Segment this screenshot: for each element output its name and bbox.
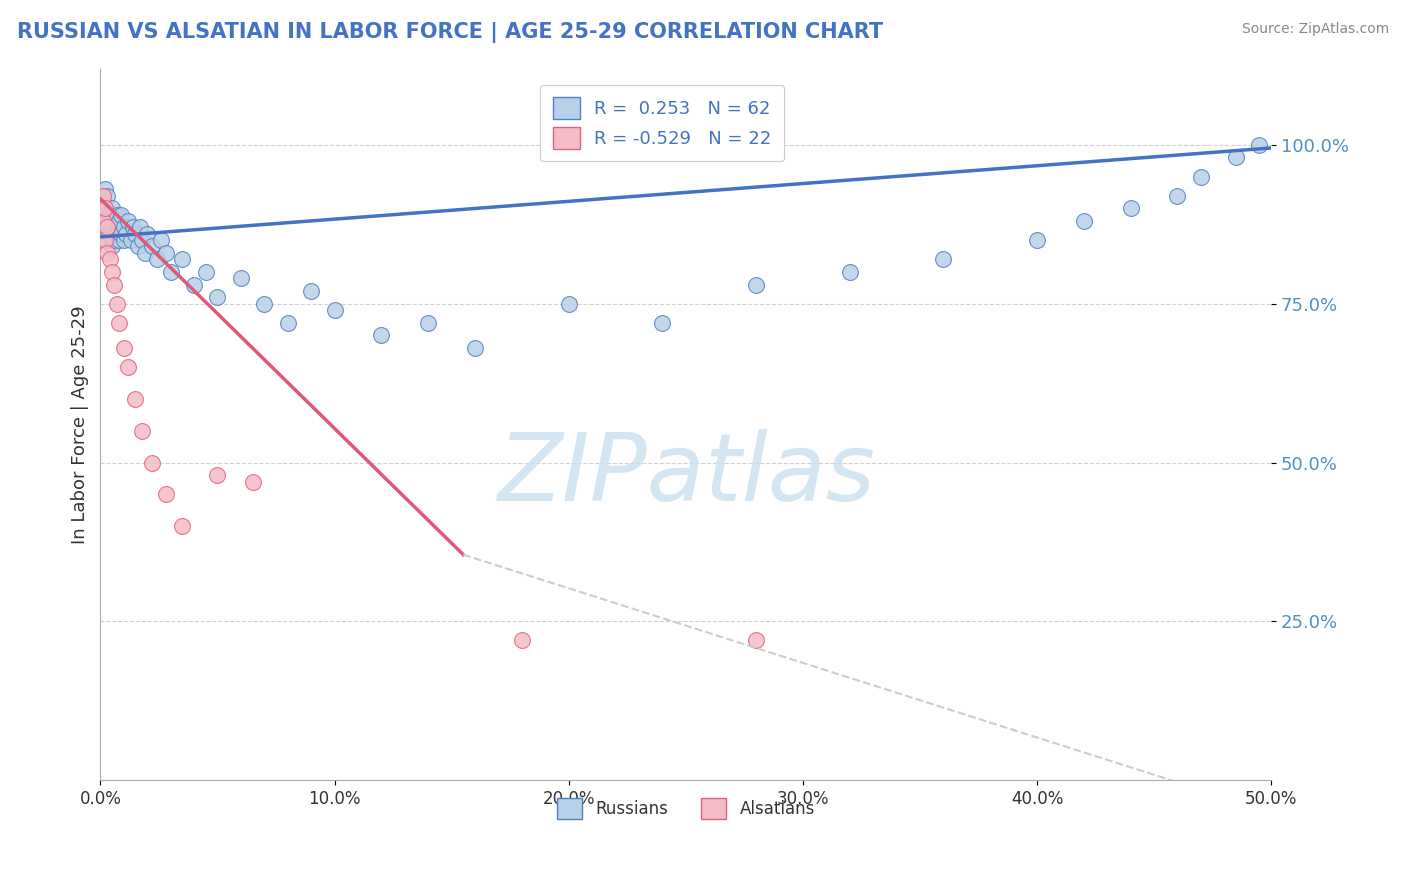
Point <box>159 265 181 279</box>
Point <box>141 239 163 253</box>
Point <box>122 220 145 235</box>
Point <box>145 252 167 267</box>
Point <box>91 188 114 202</box>
Point <box>253 296 276 310</box>
Point <box>194 265 217 279</box>
Point <box>1119 202 1142 216</box>
Point <box>94 202 117 216</box>
Point <box>105 296 128 310</box>
Point <box>108 316 131 330</box>
Point <box>124 227 146 241</box>
Point <box>1073 214 1095 228</box>
Point <box>103 233 125 247</box>
Point <box>120 233 142 247</box>
Point <box>101 202 124 216</box>
Point <box>117 360 139 375</box>
Point <box>96 188 118 202</box>
Point <box>323 303 346 318</box>
Point <box>94 233 117 247</box>
Text: Source: ZipAtlas.com: Source: ZipAtlas.com <box>1241 22 1389 37</box>
Point <box>105 208 128 222</box>
Point <box>110 227 132 241</box>
Point <box>651 316 673 330</box>
Point <box>277 316 299 330</box>
Point <box>94 202 117 216</box>
Point <box>94 182 117 196</box>
Point <box>101 220 124 235</box>
Point <box>134 245 156 260</box>
Point <box>150 233 173 247</box>
Point <box>1189 169 1212 184</box>
Point <box>98 208 121 222</box>
Point <box>96 245 118 260</box>
Point <box>207 290 229 304</box>
Point <box>98 227 121 241</box>
Point <box>103 277 125 292</box>
Point <box>136 227 159 241</box>
Point <box>108 233 131 247</box>
Legend: Russians, Alsatians: Russians, Alsatians <box>550 792 821 825</box>
Point <box>510 633 533 648</box>
Point <box>557 296 579 310</box>
Point <box>207 468 229 483</box>
Point <box>838 265 860 279</box>
Point <box>96 233 118 247</box>
Point <box>155 487 177 501</box>
Point <box>932 252 955 267</box>
Point <box>129 220 152 235</box>
Point <box>172 519 194 533</box>
Point <box>131 233 153 247</box>
Point <box>112 341 135 355</box>
Point <box>1166 188 1188 202</box>
Point <box>131 424 153 438</box>
Point <box>172 252 194 267</box>
Point <box>98 252 121 267</box>
Point <box>418 316 440 330</box>
Point <box>141 456 163 470</box>
Point <box>96 220 118 235</box>
Point <box>91 214 114 228</box>
Point <box>105 227 128 241</box>
Point <box>464 341 486 355</box>
Point <box>103 214 125 228</box>
Point <box>101 239 124 253</box>
Point <box>110 208 132 222</box>
Text: ZIPatlas: ZIPatlas <box>496 429 875 520</box>
Point <box>745 633 768 648</box>
Point <box>1026 233 1049 247</box>
Point <box>115 227 138 241</box>
Point <box>299 284 322 298</box>
Point <box>127 239 149 253</box>
Point <box>101 265 124 279</box>
Point <box>370 328 392 343</box>
Point <box>124 392 146 406</box>
Point <box>112 220 135 235</box>
Point <box>112 233 135 247</box>
Point <box>1225 151 1247 165</box>
Point <box>94 220 117 235</box>
Point <box>1249 137 1271 152</box>
Point <box>108 214 131 228</box>
Text: RUSSIAN VS ALSATIAN IN LABOR FORCE | AGE 25-29 CORRELATION CHART: RUSSIAN VS ALSATIAN IN LABOR FORCE | AGE… <box>17 22 883 44</box>
Point <box>96 214 118 228</box>
Point <box>242 475 264 489</box>
Point <box>745 277 768 292</box>
Y-axis label: In Labor Force | Age 25-29: In Labor Force | Age 25-29 <box>72 305 89 544</box>
Point <box>91 194 114 209</box>
Point <box>155 245 177 260</box>
Point <box>117 214 139 228</box>
Point <box>229 271 252 285</box>
Point <box>91 214 114 228</box>
Point <box>183 277 205 292</box>
